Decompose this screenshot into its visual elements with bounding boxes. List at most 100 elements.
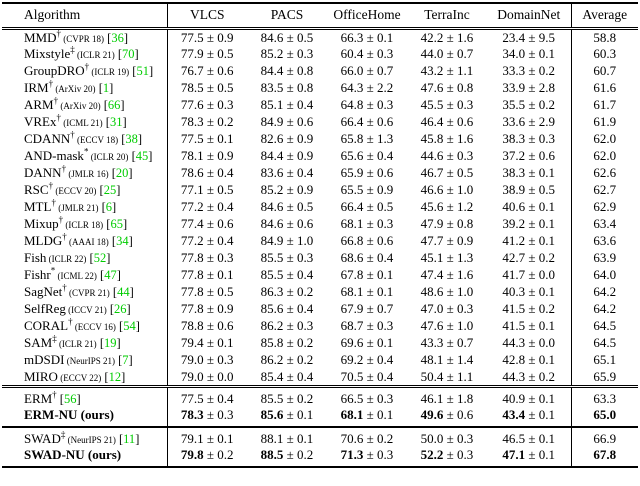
average-cell: 62.7 bbox=[570, 181, 638, 199]
citation-link[interactable]: [20] bbox=[108, 166, 133, 180]
citation-link[interactable]: [19] bbox=[96, 336, 121, 350]
value-cell-terrainc: 45.1 ± 1.3 bbox=[420, 250, 474, 265]
value-cell-vlcs: 77.8 ± 0.1 bbox=[166, 266, 247, 284]
citation-number[interactable]: 6 bbox=[105, 200, 112, 214]
mean-value: 35.5 bbox=[502, 97, 526, 112]
algorithm-name: AND-mask bbox=[24, 148, 84, 163]
algorithm-name: RSC bbox=[24, 182, 49, 197]
table-row-mmd: MMD† (CVPR 18) [36] 77.5 ± 0.9 84.6 ± 0.5 6… bbox=[2, 28, 638, 46]
citation-number[interactable]: 38 bbox=[125, 132, 138, 146]
mean-value: 79.4 bbox=[180, 335, 204, 350]
citation-number[interactable]: 1 bbox=[102, 81, 110, 95]
citation-number[interactable]: 11 bbox=[123, 431, 136, 446]
citation-number[interactable]: 45 bbox=[135, 149, 149, 163]
average-cell: 63.9 bbox=[570, 249, 638, 267]
citation-link[interactable]: [47] bbox=[96, 268, 121, 282]
citation-number[interactable]: 20 bbox=[115, 166, 129, 180]
value-cell-pacs: 83.6 ± 0.4 bbox=[260, 165, 314, 180]
value-cell-pacs: 85.4 ± 0.4 bbox=[260, 368, 314, 384]
value-cell-domainnet: 23.4 ± 9.5 bbox=[502, 29, 556, 45]
mean-value: 77.8 bbox=[180, 267, 204, 282]
citation-number[interactable]: 26 bbox=[114, 302, 127, 316]
value-cell-domainnet: 46.5 ± 0.1 bbox=[487, 425, 571, 447]
citation-number[interactable]: 34 bbox=[116, 234, 129, 248]
citation-number[interactable]: 66 bbox=[107, 98, 121, 112]
mean-value: 77.5 bbox=[180, 390, 204, 406]
citation-number[interactable]: 44 bbox=[117, 285, 130, 299]
citation-number[interactable]: 25 bbox=[103, 183, 117, 197]
citation-link[interactable]: [51] bbox=[129, 64, 154, 78]
citation-link[interactable]: [7] bbox=[114, 353, 133, 367]
table-row-mtl: MTL† (JMLR 21) [6] 77.2 ± 0.4 84.6 ± 0.5 66… bbox=[2, 198, 638, 216]
citation-number[interactable]: 19 bbox=[103, 336, 117, 350]
citation-link[interactable]: [45] bbox=[128, 149, 153, 163]
algorithm-name: Fish bbox=[24, 250, 47, 265]
value-cell-pacs: 85.6 ± 0.1 bbox=[260, 406, 314, 422]
citation-number[interactable]: 65 bbox=[110, 217, 123, 231]
citation-number[interactable]: 52 bbox=[93, 251, 107, 265]
citation-number[interactable]: 51 bbox=[136, 64, 149, 78]
citation-link[interactable]: [34] bbox=[108, 234, 133, 248]
citation-link[interactable]: [25] bbox=[96, 183, 121, 197]
column-header-pacs: PACS bbox=[270, 7, 304, 23]
table-row-rsc: RSC† (ECCV 20) [25] 77.1 ± 0.5 85.2 ± 0.9 6… bbox=[2, 181, 638, 199]
table-row-mdsdi: mDSDI (NeurIPS 21) [7] 79.0 ± 0.3 86.2 ± 0… bbox=[2, 351, 638, 369]
algorithm-name: ARM bbox=[24, 97, 54, 112]
mean-value: 85.5 bbox=[260, 250, 284, 265]
citation-link[interactable]: [12] bbox=[101, 369, 126, 384]
table-body: MMD† (CVPR 18) [36] 77.5 ± 0.9 84.6 ± 0.5 6… bbox=[2, 28, 638, 467]
citation-link[interactable]: [54] bbox=[115, 319, 140, 333]
citation-number[interactable]: 56 bbox=[63, 391, 77, 406]
citation-link[interactable]: [36] bbox=[104, 30, 128, 45]
mean-value: 44.3 bbox=[502, 335, 526, 350]
citation-link[interactable]: [56] bbox=[56, 391, 81, 406]
algorithm-cell: MIRO (ECCV 22) [12] bbox=[2, 369, 167, 387]
citation-link[interactable]: [31] bbox=[102, 115, 127, 129]
citation-link[interactable]: [6] bbox=[98, 200, 117, 214]
mean-value: 67.8 bbox=[340, 267, 364, 282]
citation-number[interactable]: 47 bbox=[104, 268, 117, 282]
value-cell-domainnet: 44.3 ± 0.2 bbox=[502, 368, 556, 384]
citation-link[interactable]: [26] bbox=[106, 302, 131, 316]
citation-link[interactable]: [66] bbox=[100, 98, 125, 112]
value-cell-vlcs: 79.0 ± 0.0 bbox=[166, 368, 247, 386]
mean-value: 44.3 bbox=[502, 368, 526, 384]
citation-number[interactable]: 36 bbox=[111, 30, 124, 45]
citation-link[interactable]: [44] bbox=[109, 285, 134, 299]
citation-number[interactable]: 31 bbox=[109, 115, 123, 129]
mean-value: 84.6 bbox=[260, 29, 284, 45]
mean-value: 85.5 bbox=[260, 390, 284, 406]
citation-link[interactable]: [11] bbox=[115, 431, 140, 446]
mean-value: 47.7 bbox=[420, 233, 444, 248]
citation-link[interactable]: [38] bbox=[118, 132, 143, 146]
citation-number[interactable]: 70 bbox=[122, 47, 135, 61]
venue-label: (ICCV 21) bbox=[65, 305, 107, 315]
table-row-sam: SAM‡ (ICLR 21) [19] 79.4 ± 0.1 85.8 ± 0.2 6… bbox=[2, 334, 638, 352]
citation-link[interactable]: [1] bbox=[95, 81, 114, 95]
algorithm-cell: CORAL† (ECCV 16) [54] bbox=[2, 318, 167, 335]
mean-value: 38.3 bbox=[502, 165, 526, 180]
algorithm-name: MTL bbox=[24, 199, 52, 214]
mean-value: 85.6 bbox=[260, 406, 284, 422]
algorithm-name: DANN bbox=[24, 165, 62, 180]
average-cell: 61.6 bbox=[570, 79, 638, 97]
value-cell-terrainc: 46.7 ± 0.5 bbox=[420, 165, 474, 180]
mean-value: 45.6 bbox=[420, 199, 444, 214]
table-row-mixup: Mixup† (ICLR 18) [65] 77.4 ± 0.6 84.6 ± 0.… bbox=[2, 215, 638, 233]
citation-link[interactable]: [52] bbox=[86, 251, 111, 265]
value-cell-officehome: 69.6 ± 0.1 bbox=[340, 335, 394, 350]
value-cell-domainnet: 34.0 ± 0.1 bbox=[502, 46, 556, 61]
mean-value: 49.6 bbox=[420, 406, 444, 422]
citation-link[interactable]: [65] bbox=[103, 217, 128, 231]
average-value: 65.9 bbox=[593, 368, 617, 384]
column-header-average: Average bbox=[570, 3, 638, 28]
mean-value: 86.2 bbox=[260, 352, 284, 367]
citation-number[interactable]: 54 bbox=[123, 319, 136, 333]
citation-number[interactable]: 7 bbox=[122, 353, 129, 367]
value-cell-pacs: 85.5 ± 0.3 bbox=[260, 250, 314, 265]
average-cell: 63.4 bbox=[570, 215, 638, 233]
citation-link[interactable]: [70] bbox=[114, 47, 139, 61]
venue-label: (ICLR 19) bbox=[89, 67, 130, 77]
value-cell-officehome: 68.1 ± 0.1 bbox=[340, 284, 394, 299]
citation-number[interactable]: 12 bbox=[108, 369, 122, 384]
